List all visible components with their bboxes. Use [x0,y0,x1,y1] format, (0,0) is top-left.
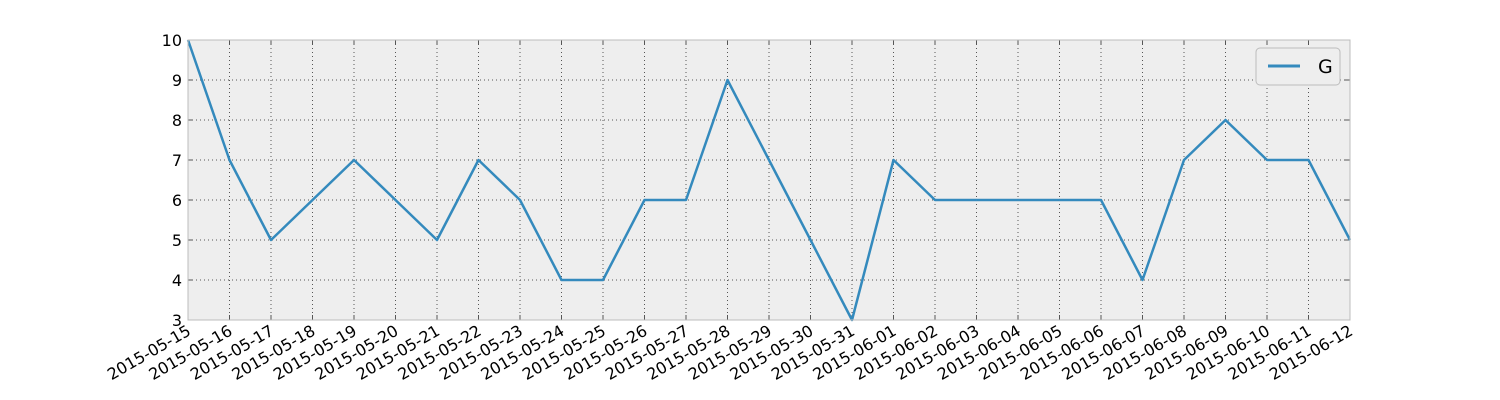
y-tick-label: 10 [162,31,182,50]
y-tick-label: 6 [172,191,182,210]
legend-label-g: G [1318,56,1333,78]
plot-frame [187,39,1351,321]
y-tick-label: 8 [172,111,182,130]
y-tick-label: 9 [172,71,182,90]
y-tick-label: 4 [172,271,182,290]
grid-lines [187,39,1351,321]
y-tick-label: 7 [172,151,182,170]
y-tick-label: 3 [172,311,182,330]
legend: G [1255,47,1341,86]
y-axis-labels: 3 4 5 6 7 8 9 10 [162,31,182,330]
x-axis-labels: 2015-05-152015-05-162015-05-172015-05-18… [104,321,1356,384]
axis-ticks [187,39,1351,321]
y-tick-label: 5 [172,231,182,250]
series-layer [186,39,1352,322]
series-line-g [186,39,1352,322]
